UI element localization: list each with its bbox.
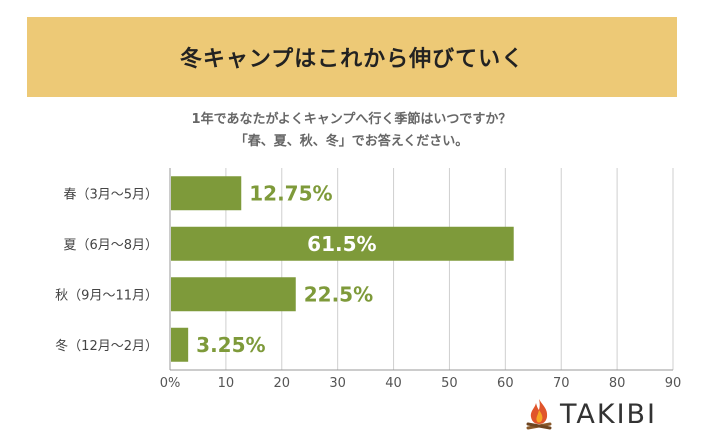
logo-text: TAKIBI bbox=[560, 398, 658, 430]
x-tick-label: 10 bbox=[218, 376, 235, 391]
category-label: 秋（9月〜11月） bbox=[55, 288, 158, 303]
x-tick-label: 70 bbox=[553, 376, 570, 391]
x-tick-label: 40 bbox=[385, 376, 402, 391]
bar bbox=[171, 226, 514, 261]
takibi-logo: TAKIBI bbox=[524, 397, 657, 431]
bar bbox=[171, 176, 242, 211]
bar bbox=[171, 327, 189, 362]
data-label: 12.75% bbox=[249, 181, 332, 205]
category-label: 春（3月〜5月） bbox=[63, 187, 158, 202]
x-tick-label: 20 bbox=[274, 376, 291, 391]
x-tick-label: 60 bbox=[497, 376, 514, 391]
bar bbox=[171, 277, 296, 312]
x-tick-label: 50 bbox=[441, 376, 458, 391]
x-tick-label: 90 bbox=[665, 376, 682, 391]
data-label: 3.25% bbox=[196, 333, 265, 357]
x-tick-label: 0% bbox=[160, 376, 181, 391]
title-banner: 冬キャンプはこれから伸びていく bbox=[27, 17, 677, 97]
campfire-icon bbox=[526, 399, 552, 430]
x-tick-label: 30 bbox=[329, 376, 346, 391]
question-line-1: 1年であなたがよくキャンプへ行く季節はいつですか？ bbox=[191, 112, 512, 127]
chart-title: 冬キャンプはこれから伸びていく bbox=[179, 47, 525, 72]
data-label: 22.5% bbox=[304, 282, 373, 306]
x-tick-label: 80 bbox=[609, 376, 626, 391]
category-label: 冬（12月〜2月） bbox=[55, 338, 158, 354]
question-line-2: 「春、夏、秋、冬」でお答えください。 bbox=[234, 134, 469, 149]
category-label: 夏（6月〜8月） bbox=[63, 238, 158, 253]
data-label: 61.5% bbox=[307, 232, 376, 256]
